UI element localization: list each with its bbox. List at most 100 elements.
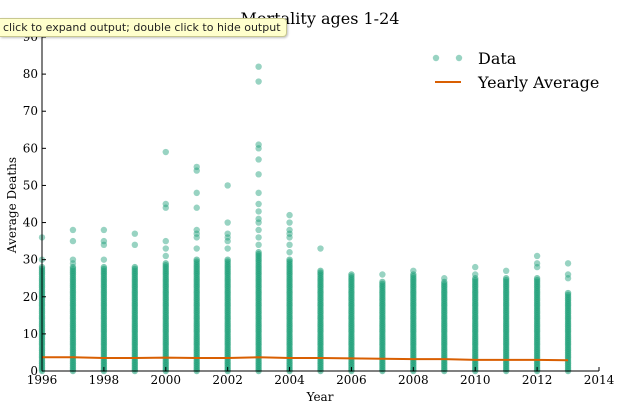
legend-label-yearly-average: Yearly Average <box>477 73 599 92</box>
data-point-outlier <box>162 245 169 252</box>
data-point-outlier <box>69 256 77 263</box>
data-point <box>193 256 200 263</box>
legend-data-marker <box>455 54 463 62</box>
data-point-outlier <box>286 234 293 241</box>
data-point <box>533 275 541 282</box>
data-point-outlier <box>224 182 231 189</box>
legend: Data Yearly Average <box>432 49 599 92</box>
data-point-outlier <box>193 226 200 234</box>
data-point-outlier <box>100 256 108 263</box>
data-point-outlier <box>193 204 200 211</box>
data-point-outlier <box>564 275 572 282</box>
data-point-outlier <box>162 200 169 208</box>
y-tick-label: 30 <box>23 253 38 267</box>
data-point-outlier <box>69 237 77 245</box>
x-tick-label: 2010 <box>460 373 491 387</box>
y-tick-label: 0 <box>30 364 38 378</box>
x-tick-label: 2006 <box>336 373 367 387</box>
data-point-outlier <box>162 237 169 245</box>
data-point <box>100 263 108 271</box>
y-tick-label: 40 <box>23 216 38 230</box>
x-tick-label: 2014 <box>584 373 615 387</box>
axes: 1996 1998 2000 2002 2004 2006 2008 2010 2012 2014… <box>23 30 615 387</box>
x-tick-label: 2008 <box>398 373 429 387</box>
data-point-outlier <box>255 208 262 215</box>
data-point-outlier <box>286 211 293 219</box>
data-point-outlier <box>255 63 262 70</box>
x-tick-label: 2004 <box>274 373 305 387</box>
data-point-outlier <box>193 230 200 237</box>
data-point-outlier <box>533 263 541 271</box>
data-point-outlier <box>224 230 231 237</box>
data-point <box>472 275 479 282</box>
data-point-outlier <box>286 219 293 226</box>
plot-area <box>38 63 572 375</box>
data-point-outlier <box>69 226 77 234</box>
data-point <box>348 271 355 278</box>
yearly-average-line <box>42 356 569 362</box>
data-point-outlier <box>502 267 510 274</box>
data-point-outlier <box>533 260 541 267</box>
data-point-outlier <box>193 163 200 171</box>
data-point <box>564 289 572 297</box>
data-point-outlier <box>224 245 231 252</box>
data-point <box>379 278 386 286</box>
data-point-outlier <box>162 252 169 260</box>
y-tick-label: 70 <box>23 104 38 118</box>
y-axis-label: Average Deaths <box>5 157 19 254</box>
legend-label-data: Data <box>478 49 517 68</box>
data-point-outlier <box>69 260 77 267</box>
data-point <box>162 260 169 267</box>
y-tick-label: 10 <box>23 327 38 341</box>
data-point <box>255 249 262 256</box>
data-point <box>286 256 293 263</box>
data-point-outlier <box>224 219 231 226</box>
x-tick-label: 1996 <box>27 373 58 387</box>
data-point-outlier <box>255 141 262 148</box>
data-point-outlier <box>193 234 200 241</box>
data-point-outlier <box>472 271 479 278</box>
data-point-outlier <box>379 271 386 278</box>
data-point-outlier <box>564 260 572 267</box>
data-point-outlier <box>224 237 231 245</box>
data-point-outlier <box>441 275 448 282</box>
data-point-outlier <box>255 234 262 241</box>
data-point-outlier <box>100 241 108 249</box>
y-tick-label: 20 <box>23 290 38 304</box>
data-point-outlier <box>255 200 262 208</box>
y-tick-label: 60 <box>23 141 38 155</box>
data-point-outlier <box>255 156 262 163</box>
data-point-outlier <box>286 249 293 256</box>
data-point-outlier <box>255 241 262 249</box>
data-point-outlier <box>255 215 262 223</box>
data-point-outlier <box>131 241 139 249</box>
x-tick-label: 1998 <box>89 373 120 387</box>
data-point-outlier <box>286 241 293 249</box>
data-point-outlier <box>533 252 541 260</box>
x-tick-label: 2000 <box>151 373 182 387</box>
data-point <box>410 271 417 278</box>
data-point <box>317 267 324 274</box>
y-tick-label: 50 <box>23 178 38 192</box>
data-point-outlier <box>162 204 169 211</box>
x-tick-label: 2012 <box>522 373 553 387</box>
x-tick-label: 2002 <box>212 373 243 387</box>
data-point-outlier <box>224 234 231 241</box>
data-point-outlier <box>286 230 293 237</box>
expand-output-tooltip[interactable]: click to expand output; double click to … <box>0 18 287 37</box>
data-point-outlier <box>100 237 108 245</box>
y-tick-label: 80 <box>23 67 38 81</box>
data-point <box>69 263 77 271</box>
data-point-outlier <box>162 148 169 156</box>
data-point-outlier <box>317 245 324 252</box>
x-axis-label: Year <box>306 390 334 404</box>
data-point-outlier <box>255 219 262 226</box>
data-point-outlier <box>255 171 262 178</box>
data-point-outlier <box>286 226 293 234</box>
data-point-outlier <box>100 226 108 234</box>
data-point-outlier <box>193 245 200 252</box>
data-point-outlier <box>193 167 200 174</box>
legend-data-marker <box>432 54 440 62</box>
data-point-outlier <box>255 226 262 234</box>
